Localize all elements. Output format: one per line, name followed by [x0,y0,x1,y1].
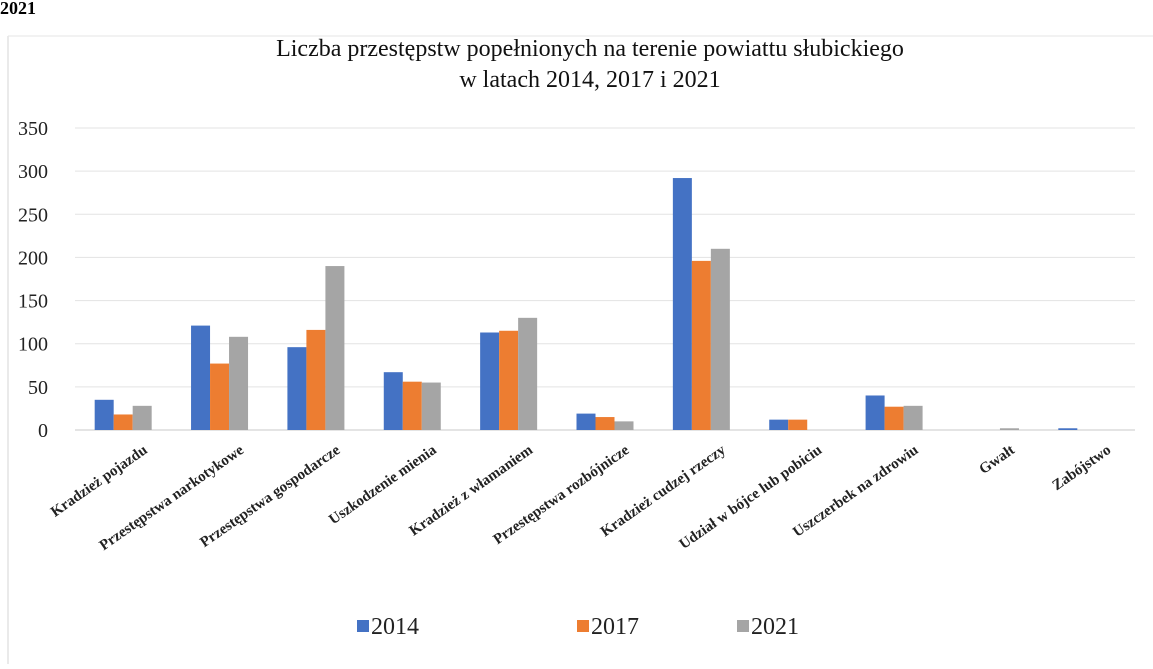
bar-2014 [769,419,789,430]
corner-label: 2021 [0,0,36,18]
y-axis-ticks: 0 50 100 150 200 250 300 350 [18,118,48,442]
y-tick-label: 50 [28,377,48,399]
x-tick-label: Gwałt [976,442,1017,478]
bar-2017 [402,381,422,430]
bar-2017 [499,330,519,430]
bar-2014 [672,178,692,430]
bar-2017 [595,417,615,430]
bars [94,178,1078,430]
y-tick-label: 150 [18,291,48,313]
legend-swatch-2017 [577,620,589,632]
bar-2017 [691,260,711,430]
legend-label-2021: 2021 [751,614,799,640]
bar-2017 [113,414,133,430]
bar-2017 [210,363,230,430]
y-tick-label: 350 [18,118,48,140]
bar-2014 [480,332,500,430]
bar-2014 [191,325,211,430]
bar-2014 [383,372,403,430]
bar-2021 [229,336,249,430]
bar-2021 [903,405,923,430]
legend-label-2014: 2014 [371,614,419,640]
legend-label-2017: 2017 [591,614,639,640]
y-tick-label: 200 [18,247,48,269]
y-tick-label: 250 [18,204,48,226]
bar-2021 [421,382,441,430]
y-tick-label: 0 [38,420,48,442]
bar-2017 [306,329,326,430]
chart-title: Liczba przestępstw popełnionych na teren… [276,36,904,62]
bar-2014 [287,347,307,430]
bar-2021 [325,266,345,430]
bar-2014 [576,413,596,430]
legend-swatch-2014 [357,620,369,632]
bar-2021 [518,317,538,430]
gridlines [75,127,1135,431]
bar-2021 [710,248,730,430]
bar-2014 [94,399,114,430]
x-tick-label: Kradzież pojazdu [48,442,150,520]
bar-2021 [614,421,634,430]
y-tick-label: 300 [18,161,48,183]
chart-subtitle: w latach 2014, 2017 i 2021 [459,67,720,93]
x-tick-label: Zabójstwo [1050,442,1114,494]
y-tick-label: 100 [18,334,48,356]
legend-swatch-2021 [737,620,749,632]
legend: 2014 2017 2021 [357,614,799,640]
bar-2014 [865,395,885,430]
bar-2017 [788,419,808,430]
bar-2017 [884,406,904,430]
bar-2021 [999,428,1019,430]
bar-2014 [1058,428,1078,430]
bar-2021 [132,405,152,430]
